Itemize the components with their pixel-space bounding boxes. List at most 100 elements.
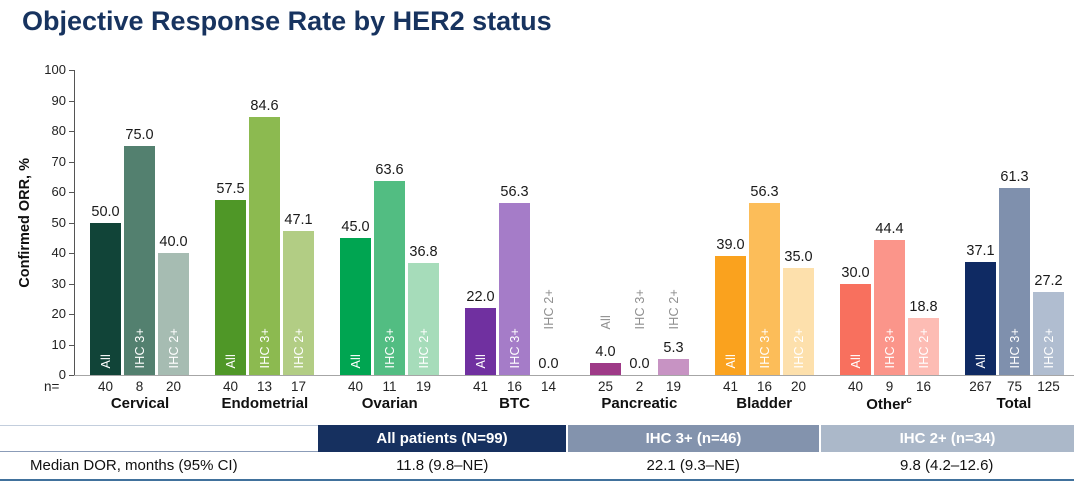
category-label-row: Cervical Endometrial Ovarian BTC Pancreatic B… [75,395,1074,413]
bar-series-label: IHC 2+ [666,288,681,329]
bar-series-label: All [598,314,613,330]
bar-btc-ihc-3- [499,203,530,375]
n-value: 20 [790,379,807,394]
bar-value-label: 56.3 [500,184,529,201]
bar-series-label: IHC 3+ [632,288,647,329]
n-value: 14 [540,379,557,394]
bar-slot-endometrial-ihc-3-: 84.6 IHC 3+ [249,70,280,375]
bar-value-label: 40.0 [159,234,188,250]
bar-ovarian-ihc-3- [374,181,405,375]
n-value: 2 [635,379,644,394]
bar-group-ovarian: 45.0 All 63.6 IHC 3+ 36.8 IHC 2+ [340,70,439,375]
bar-cervical-ihc-3- [124,146,155,375]
bar-group-total: 37.1 All 61.3 IHC 3+ 27.2 IHC 2+ [965,70,1064,375]
dor-header-ihc2: IHC 2+ (n=34) [821,425,1074,452]
bar-slot-btc-all: 22.0 All [465,70,496,375]
bar-series-label: IHC 3+ [382,327,397,368]
bar-slot-bladder-all: 39.0 All [715,70,746,375]
bar-slot-bladder-ihc-3-: 56.3 IHC 3+ [749,70,780,375]
y-tick-mark-80 [69,131,74,132]
bar-slot-pancreatic-ihc-2-: 5.3 IHC 2+ [658,70,689,375]
n-value: 19 [415,379,432,394]
bar-value-label: 45.0 [341,218,370,235]
category-label-ovarian: Ovarian [361,395,418,412]
bar-value-label: 63.6 [375,162,404,179]
category-label-total: Total [996,395,1032,412]
bar-value-label: 35.0 [784,249,813,266]
n-value: 40 [97,379,114,394]
dor-table-bottom-border [0,479,1074,481]
bar-slot-pancreatic-ihc-3-: 0.0 IHC 3+ [624,70,655,375]
dor-header-spacer [0,425,318,452]
n-values-other: 40 9 16 [840,379,939,394]
bar-bladder-ihc-3- [749,203,780,375]
dor-row-label: Median DOR, months (95% CI) [30,457,238,474]
dor-value-all-patients: 11.8 (9.8–NE) [396,457,489,474]
n-value: 9 [885,379,894,394]
bar-btc-all [465,307,496,375]
n-value: 19 [665,379,682,394]
y-axis-title: Confirmed ORR, % [17,157,33,288]
bar-ovarian-ihc-2- [408,262,439,375]
bar-slot-cervical-ihc-2-: 40.0 IHC 2+ [158,70,189,375]
category-label-pancreatic: Pancreatic [601,395,678,412]
bar-slot-bladder-ihc-2-: 35.0 IHC 2+ [783,70,814,375]
y-tick-label-40: 40 [51,245,66,260]
y-tick-label-20: 20 [51,306,66,321]
bar-value-label: 37.1 [966,242,995,259]
bar-series-label: All [348,353,363,369]
y-tick-label-70: 70 [51,153,66,169]
bar-value-label: 27.2 [1034,273,1063,290]
bar-series-label: IHC 2+ [916,327,931,368]
bar-total-all [965,261,996,375]
n-value: 16 [915,379,932,394]
dor-header-all-patients: All patients (N=99) [318,425,566,452]
bar-slot-other-ihc-3-: 44.4 IHC 3+ [874,70,905,375]
bar-value-label: 5.3 [663,339,684,356]
bar-series-label: All [98,353,113,369]
n-values-btc: 41 16 14 [465,379,564,394]
bar-slot-total-all: 37.1 All [965,70,996,375]
bar-value-label: 75.0 [125,127,154,144]
bar-slot-ovarian-ihc-3-: 63.6 IHC 3+ [374,70,405,375]
y-tick-mark-40 [69,253,74,254]
bar-pancreatic-all [590,362,621,375]
n-value: 40 [222,379,239,394]
bar-group-endometrial: 57.5 All 84.6 IHC 3+ 47.1 IHC 2+ [215,70,314,375]
y-axis-title-box: Confirmed ORR, % [16,70,34,375]
category-label-cervical: Cervical [110,395,170,412]
dor-value-ihc2: 9.8 (4.2–12.6) [900,457,994,474]
bar-group-bladder: 39.0 All 56.3 IHC 3+ 35.0 IHC 2+ [715,70,814,375]
bar-value-label: 22.0 [466,288,495,305]
bar-series-label: IHC 3+ [1007,327,1022,368]
bar-cervical-all [90,222,121,375]
bar-series-label: All [223,353,238,369]
bar-slot-endometrial-all: 57.5 All [215,70,246,375]
bar-series-label: IHC 2+ [791,327,806,368]
n-value: 40 [347,379,364,394]
bar-series-label: IHC 3+ [257,327,272,368]
bar-value-label: 44.4 [875,220,904,237]
bar-series-label: IHC 2+ [541,288,556,329]
bar-other-ihc-2- [908,317,939,375]
n-value: 11 [382,379,397,394]
bar-series-label: IHC 3+ [507,327,522,368]
bar-series-label: All [973,353,988,369]
n-value: 41 [722,379,739,394]
bar-slot-pancreatic-all: 4.0 All [590,70,621,375]
y-tick-label-60: 60 [51,184,66,199]
n-values-ovarian: 40 11 19 [340,379,439,394]
bar-value-label: 4.0 [595,343,616,360]
bar-slot-btc-ihc-3-: 56.3 IHC 3+ [499,70,530,375]
n-value: 17 [290,379,307,394]
bar-value-label: 47.1 [284,212,313,229]
n-values-bladder: 41 16 20 [715,379,814,394]
bar-slot-other-all: 30.0 All [840,70,871,375]
category-label-btc: BTC [499,395,530,412]
bar-endometrial-ihc-3- [249,116,280,375]
n-value: 40 [847,379,864,394]
bar-value-label: 30.0 [841,264,870,281]
n-value: 75 [1006,379,1023,394]
bar-other-all [840,283,871,375]
n-value: 267 [969,379,992,394]
